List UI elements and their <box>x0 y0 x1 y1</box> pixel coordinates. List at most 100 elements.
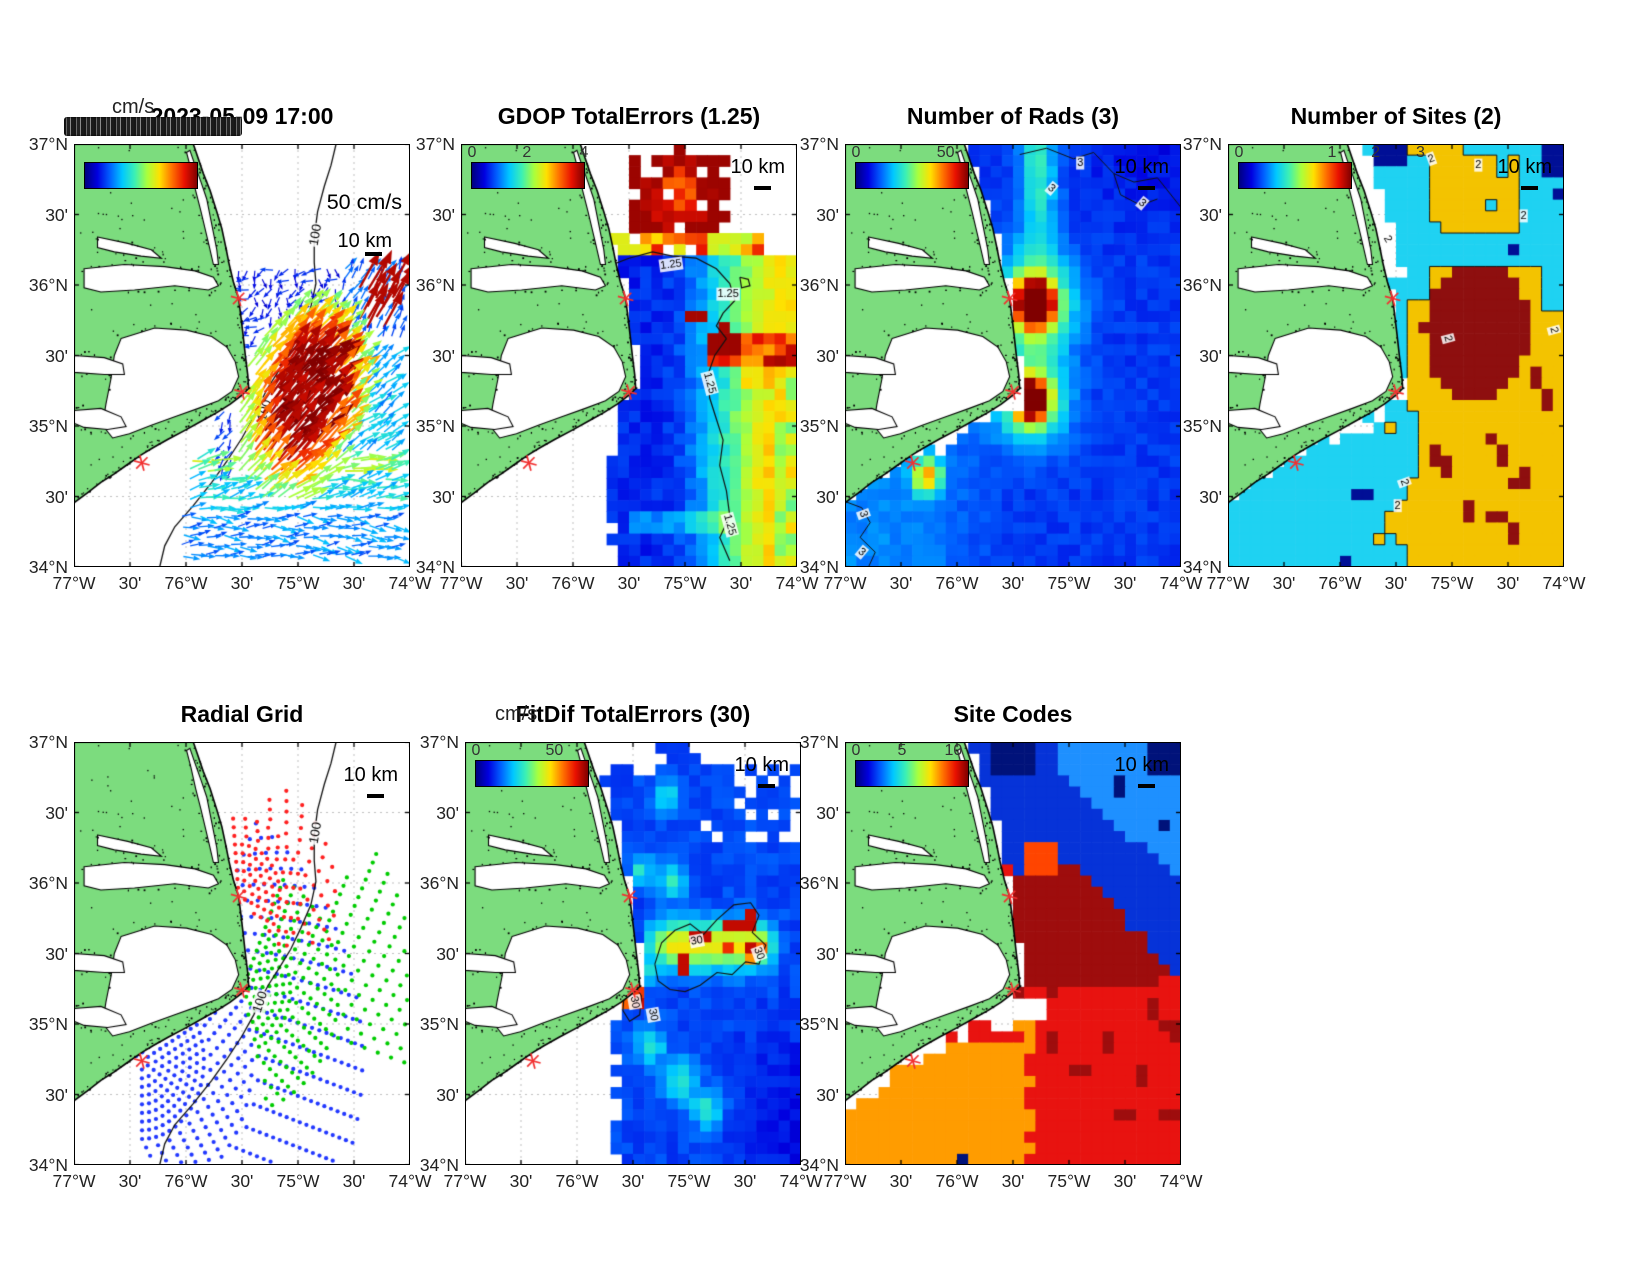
y-tick-label: 34°N <box>28 1155 68 1175</box>
y-tick-label: 35°N <box>799 416 839 436</box>
colorbar-tick-label: 50 <box>936 144 955 161</box>
y-tick-label: 34°N <box>419 1155 459 1175</box>
y-tick-label: 34°N <box>1182 557 1222 577</box>
colorbar-unit-label: cm/s <box>495 703 538 725</box>
y-tick-label: 30' <box>1199 204 1222 225</box>
x-tick-label: 75°W <box>667 1171 711 1191</box>
x-tick-label: 76°W <box>555 1171 599 1191</box>
colorbar-tick-label: 50 <box>545 742 564 759</box>
y-tick-label: 35°N <box>28 1014 68 1034</box>
map-canvas-num-rads <box>845 144 1181 567</box>
x-tick-label: 74°W <box>1159 573 1203 593</box>
colorbar: 0 50 <box>472 742 589 787</box>
y-tick-label: 30' <box>1199 486 1222 507</box>
y-tick-label: 37°N <box>419 732 459 752</box>
x-tick-label: 75°W <box>276 1171 320 1191</box>
y-tick-label: 30' <box>45 486 68 507</box>
y-tick-label: 35°N <box>415 416 455 436</box>
y-tick-label: 37°N <box>415 134 455 154</box>
map-canvas-radial-grid <box>74 742 410 1165</box>
colorbar <box>84 162 198 189</box>
x-tick-label: 77°W <box>52 573 96 593</box>
colorbar: 0 1 2 3 <box>1235 144 1425 189</box>
y-tick-label: 30' <box>432 486 455 507</box>
panel-title: Number of Rads (3) <box>906 103 1120 129</box>
scale-bar-label: 10 km <box>1114 156 1169 178</box>
panel-number-of-rads: Number of Rads (3) 0 50 10 km 37°N 30' 36°N… <box>800 103 1203 593</box>
y-tick-label: 30' <box>1199 345 1222 366</box>
x-tick-label: 30' <box>230 573 254 593</box>
x-tick-label: 30' <box>509 1171 533 1191</box>
y-tick-label: 36°N <box>799 873 839 893</box>
x-tick-label: 74°W <box>775 573 819 593</box>
y-tick-label: 37°N <box>28 134 68 154</box>
scale-bar-label: 10 km <box>734 754 789 776</box>
y-tick-label: 37°N <box>28 732 68 752</box>
panel-gdop: GDOP TotalErrors (1.25) 0 2 4 10 km 37°N 30… <box>416 103 819 593</box>
scale-bar <box>1138 784 1155 788</box>
y-tick-label: 34°N <box>28 557 68 577</box>
y-tick-label: 30' <box>816 1084 839 1105</box>
colorbar-tick-label: 0 <box>471 742 481 759</box>
colorbar-tick-label: 0 <box>851 144 861 161</box>
x-tick-label: 30' <box>1001 1171 1025 1191</box>
x-tick-label: 75°W <box>1047 1171 1091 1191</box>
x-tick-label: 74°W <box>779 1171 823 1191</box>
scale-bar-label: 10 km <box>730 156 785 178</box>
panel-title: Number of Sites (2) <box>1290 103 1502 129</box>
x-tick-label: 30' <box>342 573 366 593</box>
x-tick-label: 30' <box>617 573 641 593</box>
y-tick-label: 30' <box>45 943 68 964</box>
x-tick-label: 76°W <box>551 573 595 593</box>
y-tick-label: 30' <box>45 204 68 225</box>
x-tick-label: 76°W <box>164 1171 208 1191</box>
x-tick-label: 30' <box>621 1171 645 1191</box>
x-tick-label: 75°W <box>1047 573 1091 593</box>
y-tick-label: 34°N <box>799 1155 839 1175</box>
y-tick-label: 36°N <box>1182 275 1222 295</box>
scale-bar-label: 10 km <box>343 764 398 786</box>
y-tick-label: 30' <box>816 345 839 366</box>
x-tick-label: 75°W <box>276 573 320 593</box>
scale-bar <box>367 794 384 798</box>
scale-bar-label: 10 km <box>337 230 392 252</box>
x-tick-label: 30' <box>1001 573 1025 593</box>
scale-bar <box>1138 186 1155 190</box>
map-canvas-num-sites <box>1228 144 1564 567</box>
x-tick-label: 75°W <box>1430 573 1474 593</box>
y-tick-label: 35°N <box>1182 416 1222 436</box>
x-tick-label: 75°W <box>663 573 707 593</box>
y-tick-label: 30' <box>816 486 839 507</box>
colorbar: 0 2 4 <box>468 144 588 189</box>
map-canvas-currents <box>74 144 410 567</box>
colorbar-tick-label: 2 <box>522 144 532 161</box>
colorbar-tick-label: 10 <box>944 742 963 759</box>
scale-bar-label: 10 km <box>1497 156 1552 178</box>
y-tick-label: 30' <box>436 802 459 823</box>
y-tick-label: 30' <box>436 943 459 964</box>
y-tick-label: 35°N <box>799 1014 839 1034</box>
x-tick-label: 30' <box>230 1171 254 1191</box>
colorbar: 0 5 10 <box>852 742 969 787</box>
x-tick-label: 30' <box>342 1171 366 1191</box>
panel-site-codes: Site Codes 0 5 10 10 km 37°N 30' 36°N 30' 35°N… <box>800 701 1203 1191</box>
y-tick-label: 34°N <box>799 557 839 577</box>
x-tick-label: 30' <box>733 1171 757 1191</box>
x-tick-label: 76°W <box>1318 573 1362 593</box>
x-tick-label: 77°W <box>823 573 867 593</box>
colorbar-tick-label: 0 <box>851 742 861 759</box>
overlapping-site-labels-artifact <box>64 117 242 136</box>
y-tick-label: 35°N <box>28 416 68 436</box>
y-tick-label: 36°N <box>415 275 455 295</box>
y-tick-label: 30' <box>45 802 68 823</box>
y-tick-label: 30' <box>816 943 839 964</box>
panel-current-vectors: 2023-05-09 17:00 cm/s 50 cm/s 10 km 37°N… <box>29 96 432 593</box>
y-tick-label: 30' <box>432 345 455 366</box>
map-canvas-gdop <box>461 144 797 567</box>
panel-radial-grid: Radial Grid 10 km 37°N 30' 36°N 30' 35°N 30' 3… <box>29 701 432 1191</box>
panel-title: Site Codes <box>953 701 1073 727</box>
x-tick-label: 76°W <box>935 573 979 593</box>
x-tick-label: 74°W <box>388 573 432 593</box>
x-tick-label: 74°W <box>388 1171 432 1191</box>
x-tick-label: 30' <box>729 573 753 593</box>
